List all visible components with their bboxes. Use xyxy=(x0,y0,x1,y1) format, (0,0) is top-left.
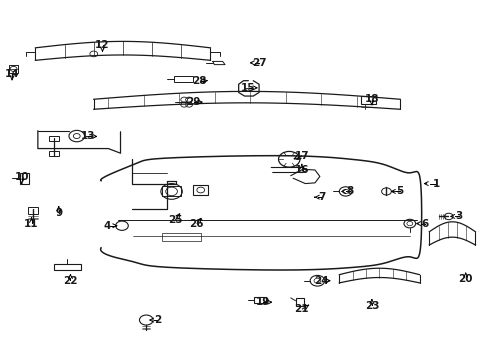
Text: 12: 12 xyxy=(95,40,109,50)
Text: 27: 27 xyxy=(251,58,266,68)
Text: 22: 22 xyxy=(63,276,78,286)
Text: 23: 23 xyxy=(364,301,378,311)
Text: 20: 20 xyxy=(458,274,472,284)
Text: 8: 8 xyxy=(346,186,353,197)
Text: 29: 29 xyxy=(186,97,200,107)
Text: 15: 15 xyxy=(241,83,255,93)
Text: 4: 4 xyxy=(103,221,111,231)
Bar xyxy=(174,76,193,82)
Text: 18: 18 xyxy=(364,94,378,104)
Bar xyxy=(162,186,181,196)
Bar xyxy=(9,65,18,73)
Text: 14: 14 xyxy=(5,68,20,78)
Bar xyxy=(162,233,201,241)
Text: 6: 6 xyxy=(421,219,428,229)
Text: 9: 9 xyxy=(55,208,62,218)
Text: 13: 13 xyxy=(81,131,95,141)
Text: 25: 25 xyxy=(168,215,183,225)
Text: 21: 21 xyxy=(294,304,308,314)
Text: 10: 10 xyxy=(15,172,29,182)
Text: 17: 17 xyxy=(294,151,308,161)
Bar xyxy=(28,207,38,214)
Text: 19: 19 xyxy=(255,297,269,307)
Text: 5: 5 xyxy=(396,186,403,197)
Text: 28: 28 xyxy=(192,76,206,86)
Text: 11: 11 xyxy=(24,219,39,229)
Bar xyxy=(54,264,81,270)
Text: 26: 26 xyxy=(189,219,203,229)
Bar xyxy=(49,136,59,141)
Text: 24: 24 xyxy=(313,276,328,286)
Text: 16: 16 xyxy=(294,165,308,175)
Text: 2: 2 xyxy=(154,315,161,325)
Text: 7: 7 xyxy=(318,192,325,202)
Bar xyxy=(193,185,207,195)
Text: 3: 3 xyxy=(455,211,462,221)
Bar xyxy=(361,96,375,104)
Bar xyxy=(254,297,266,303)
Bar xyxy=(49,151,59,156)
Bar xyxy=(20,173,29,184)
Bar xyxy=(295,298,304,306)
Text: 1: 1 xyxy=(432,179,439,189)
